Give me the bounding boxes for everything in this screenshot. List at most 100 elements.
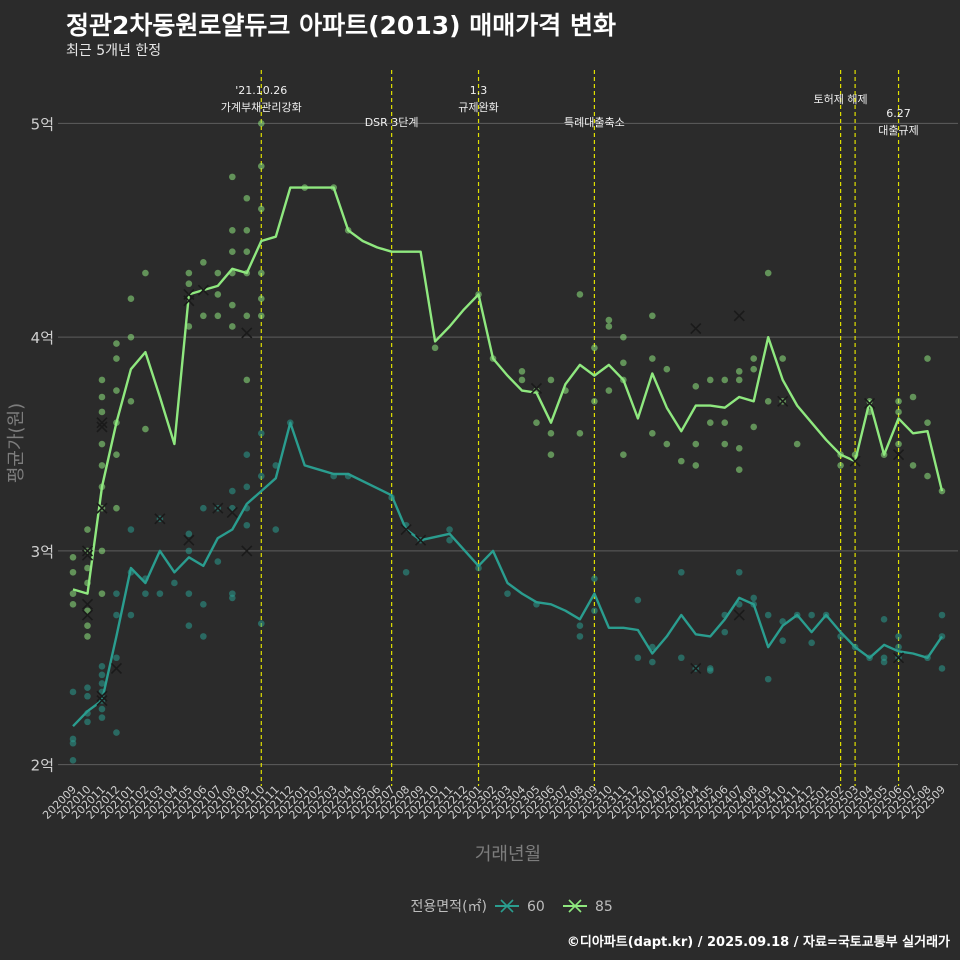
cross-marker-60 — [110, 662, 123, 675]
scatter-point-85 — [229, 301, 236, 309]
scatter-point-85 — [98, 376, 106, 384]
scatter-point-60 — [257, 472, 265, 480]
scatter-point-85 — [779, 355, 786, 362]
scatter-point-85 — [533, 419, 540, 426]
scatter-point-85 — [692, 462, 700, 469]
scatter-point-85 — [605, 316, 613, 324]
series-lines — [72, 186, 944, 728]
scatter-point-85 — [257, 312, 265, 320]
legend-label: 60 — [527, 899, 545, 915]
scatter-point-85 — [735, 368, 743, 375]
scatter-point-85 — [620, 451, 627, 459]
scatter-point-85 — [909, 393, 917, 401]
scatter-point-60 — [634, 596, 642, 604]
scatter-point-85 — [750, 423, 758, 431]
event-label: 가계부채관리강화 — [221, 101, 302, 114]
event-label: DSR 3단계 — [365, 116, 419, 129]
scatter-point-85 — [692, 383, 700, 390]
scatter-point-60 — [185, 622, 193, 630]
cross-marker-60 — [183, 534, 195, 546]
scatter-point-60 — [272, 462, 280, 469]
scatter-point-60 — [243, 451, 251, 459]
scatter-point-85 — [214, 291, 222, 298]
scatter-point-60 — [895, 633, 902, 640]
scatter-point-85 — [706, 419, 714, 426]
cross-marker-85 — [96, 417, 108, 429]
scatter-point-60 — [678, 654, 685, 662]
cross-marker-60 — [154, 513, 166, 525]
cross-marker-85 — [241, 327, 253, 339]
scatter-point-85 — [764, 397, 772, 405]
scatter-point-60 — [113, 654, 120, 662]
scatter-point-60 — [200, 504, 207, 512]
scatter-point-60 — [750, 594, 758, 602]
scatter-point-60 — [257, 430, 265, 437]
scatter-point-60 — [938, 665, 946, 672]
scatter-point-60 — [113, 590, 120, 597]
scatter-point-60 — [127, 526, 135, 533]
scatter-point-60 — [808, 611, 815, 619]
scatter-point-85 — [706, 376, 714, 384]
scatter-point-60 — [721, 628, 729, 636]
y-tick-label: 2억 — [31, 757, 54, 775]
scatter-point-60 — [938, 611, 946, 619]
scatter-point-60 — [113, 611, 120, 619]
scatter-point-60 — [880, 615, 888, 623]
scatter-point-85 — [547, 430, 555, 437]
event-label: 1.3 — [470, 84, 488, 97]
series-line-85 — [72, 186, 944, 595]
scatter-point-60 — [185, 590, 193, 597]
scatter-point-60 — [98, 663, 106, 670]
scatter-point-60 — [576, 633, 584, 640]
scatter-point-85 — [142, 269, 149, 277]
scatter-point-60 — [446, 526, 453, 533]
scatter-point-60 — [678, 568, 685, 576]
scatter-point-85 — [98, 408, 106, 416]
y-tick-label: 5억 — [31, 115, 54, 133]
scatter-point-85 — [735, 376, 743, 384]
scatter-point-85 — [229, 248, 236, 255]
scatter-point-60 — [229, 590, 236, 597]
scatter-point-85 — [678, 457, 685, 465]
cross-marker-85 — [96, 502, 108, 514]
event-label: 토허제 해제 — [814, 92, 868, 106]
cross-marker-60 — [96, 694, 108, 707]
scatter-point-85 — [576, 291, 584, 298]
scatter-point-60 — [142, 590, 149, 597]
scatter-point-85 — [243, 248, 251, 255]
scatter-point-85 — [518, 368, 526, 375]
scatter-point-85 — [185, 323, 193, 330]
scatter-point-60 — [475, 564, 482, 572]
scatter-point-60 — [576, 622, 584, 630]
cross-marker-85 — [81, 549, 94, 561]
scatter-points — [69, 120, 946, 764]
scatter-point-60 — [185, 547, 193, 555]
scatter-point-60 — [257, 620, 265, 627]
scatter-point-60 — [735, 601, 743, 608]
scatter-point-85 — [229, 226, 236, 234]
cross-marker-60 — [892, 652, 905, 664]
scatter-point-60 — [200, 633, 207, 640]
scatter-point-85 — [243, 312, 251, 320]
scatter-point-60 — [764, 675, 772, 683]
cross-marker-60 — [212, 502, 224, 514]
scatter-point-85 — [721, 376, 729, 384]
scatter-point-85 — [257, 120, 265, 127]
scatter-point-85 — [127, 397, 135, 405]
legend-key-cross — [500, 899, 514, 913]
legend-title: 전용면적(㎡) — [411, 899, 487, 915]
cross-marker-60 — [96, 690, 108, 702]
scatter-point-85 — [69, 590, 77, 597]
event-label: 규제완화 — [458, 101, 498, 114]
scatter-point-85 — [924, 419, 931, 426]
scatter-point-85 — [229, 173, 236, 181]
scatter-point-85 — [69, 554, 77, 561]
scatter-point-85 — [113, 387, 120, 394]
scatter-point-60 — [171, 579, 178, 587]
scatter-point-85 — [620, 359, 627, 367]
scatter-point-85 — [113, 451, 120, 459]
cross-marker-85 — [733, 310, 745, 322]
chart-subtitle: 최근 5개년 한정 — [66, 43, 162, 59]
source-caption: ©디아파트(dapt.kr) / 2025.09.18 / 자료=국토교통부 실… — [566, 935, 950, 950]
